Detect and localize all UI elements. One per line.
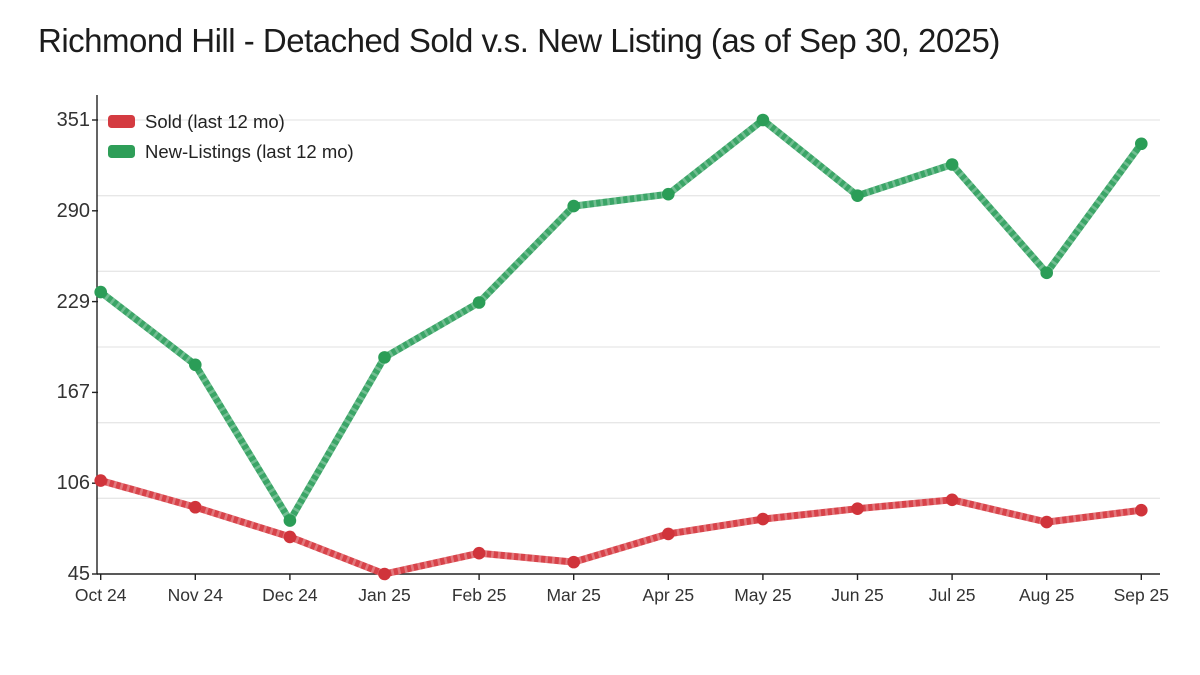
x-axis-tick-label: Nov 24	[167, 585, 224, 605]
new-listings-data-point	[756, 113, 770, 127]
new-listings-legend-label: New-Listings (last 12 mo)	[145, 140, 354, 162]
x-axis-tick-label: Aug 25	[1018, 585, 1075, 605]
x-axis-tick-label: Oct 24	[74, 585, 127, 605]
y-axis-tick-label: 167	[56, 381, 90, 404]
sold-data-point	[94, 474, 107, 487]
new-listings-data-point	[283, 514, 297, 527]
sold-line-stripes	[99, 477, 1142, 578]
x-axis-tick-label: Dec 24	[262, 585, 318, 605]
x-axis-tick-label: Jul 25	[928, 585, 976, 605]
sold-legend-label: Sold (last 12 mo)	[145, 110, 285, 132]
x-axis-tick-label: Mar 25	[546, 585, 601, 605]
x-axis-tick-label: Sep 25	[1113, 585, 1170, 605]
new-listings-data-point	[1135, 137, 1148, 151]
new-listings-data-point	[472, 296, 486, 309]
sold-data-point	[567, 555, 580, 569]
x-axis-tick-label: Feb 25	[451, 585, 507, 605]
new-listings-data-point	[1040, 266, 1053, 280]
new-listings-data-point	[189, 358, 202, 372]
sold-data-point	[1040, 515, 1053, 529]
legend: Sold (last 12 mo) New-Listings (last 12 …	[108, 108, 354, 165]
y-axis-tick-label: 351	[56, 109, 90, 131]
sold-data-point	[851, 502, 864, 516]
x-axis-tick-label: Apr 25	[642, 585, 695, 605]
x-axis-tick-label: Jan 25	[358, 585, 411, 605]
y-axis-tick-label: 106	[56, 472, 90, 495]
new-listings-line-stripes	[98, 116, 1145, 525]
legend-item-sold[interactable]: Sold (last 12 mo)	[108, 108, 354, 135]
chart-title: Richmond Hill - Detached Sold v.s. New L…	[38, 22, 1000, 59]
x-axis-tick-label: May 25	[734, 585, 792, 605]
sold-line	[97, 477, 1145, 578]
new-listings-data-point	[851, 189, 864, 202]
sold-data-point	[662, 527, 675, 541]
y-axis-tick-label: 290	[56, 199, 90, 222]
sold-data-point	[472, 546, 486, 560]
x-axis-tick-label: Jun 25	[831, 585, 884, 605]
sold-data-point	[756, 512, 770, 526]
sold-data-point	[945, 493, 959, 507]
y-axis-tick-label: 229	[56, 290, 90, 313]
new-listings-data-point	[662, 187, 675, 201]
new-listings-line	[97, 116, 1145, 525]
sold-legend-swatch	[108, 115, 135, 128]
new-listings-data-point	[94, 285, 107, 299]
sold-data-point	[283, 530, 297, 544]
new-listings-data-point	[378, 351, 391, 364]
new-listings-legend-swatch	[108, 145, 135, 158]
sold-data-point	[378, 567, 391, 581]
legend-item-new-listings[interactable]: New-Listings (last 12 mo)	[108, 138, 354, 165]
sold-data-point	[189, 500, 202, 514]
y-axis-tick-label: 45	[67, 563, 90, 585]
new-listings-data-point	[945, 158, 959, 171]
new-listings-data-point	[567, 199, 580, 213]
sold-data-point	[1135, 503, 1148, 517]
